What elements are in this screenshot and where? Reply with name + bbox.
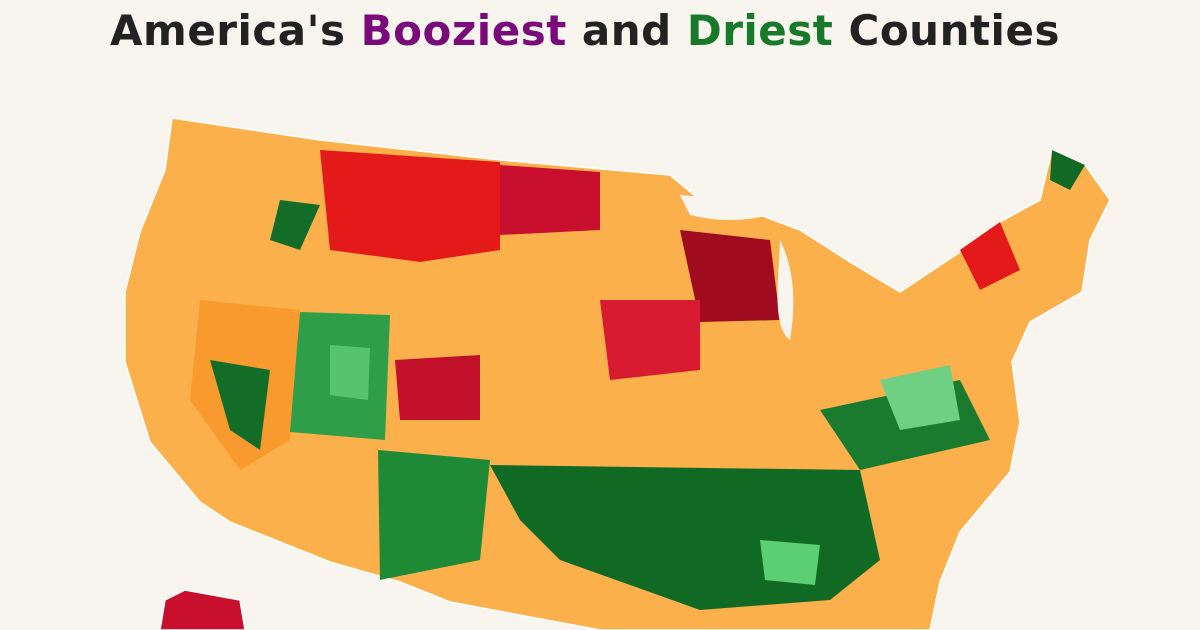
lake-michigan [777, 240, 794, 340]
title-dry: Driest [686, 6, 834, 55]
region-utah-light [330, 345, 370, 400]
region-new-mexico [378, 450, 490, 580]
region-wisconsin [680, 230, 780, 322]
region-northeast [960, 222, 1020, 290]
region-mississippi-light [760, 540, 820, 585]
region-colorado [395, 355, 480, 420]
region-wv-light [880, 365, 960, 430]
alaska [159, 589, 246, 630]
region-iowa [600, 300, 700, 380]
region-nevada-green [210, 360, 270, 450]
title-text: Counties [848, 6, 1060, 55]
region-washington-green [270, 200, 320, 250]
title: America's Booziest and Driest Counties [0, 6, 1170, 55]
title-boozy: Booziest [360, 6, 567, 55]
title-text: America's [110, 6, 346, 55]
title-text: and [581, 6, 672, 55]
region-maine [1050, 150, 1085, 190]
lake-superior [680, 195, 770, 220]
region-north-plains [320, 150, 500, 262]
region-dakota [500, 165, 600, 235]
